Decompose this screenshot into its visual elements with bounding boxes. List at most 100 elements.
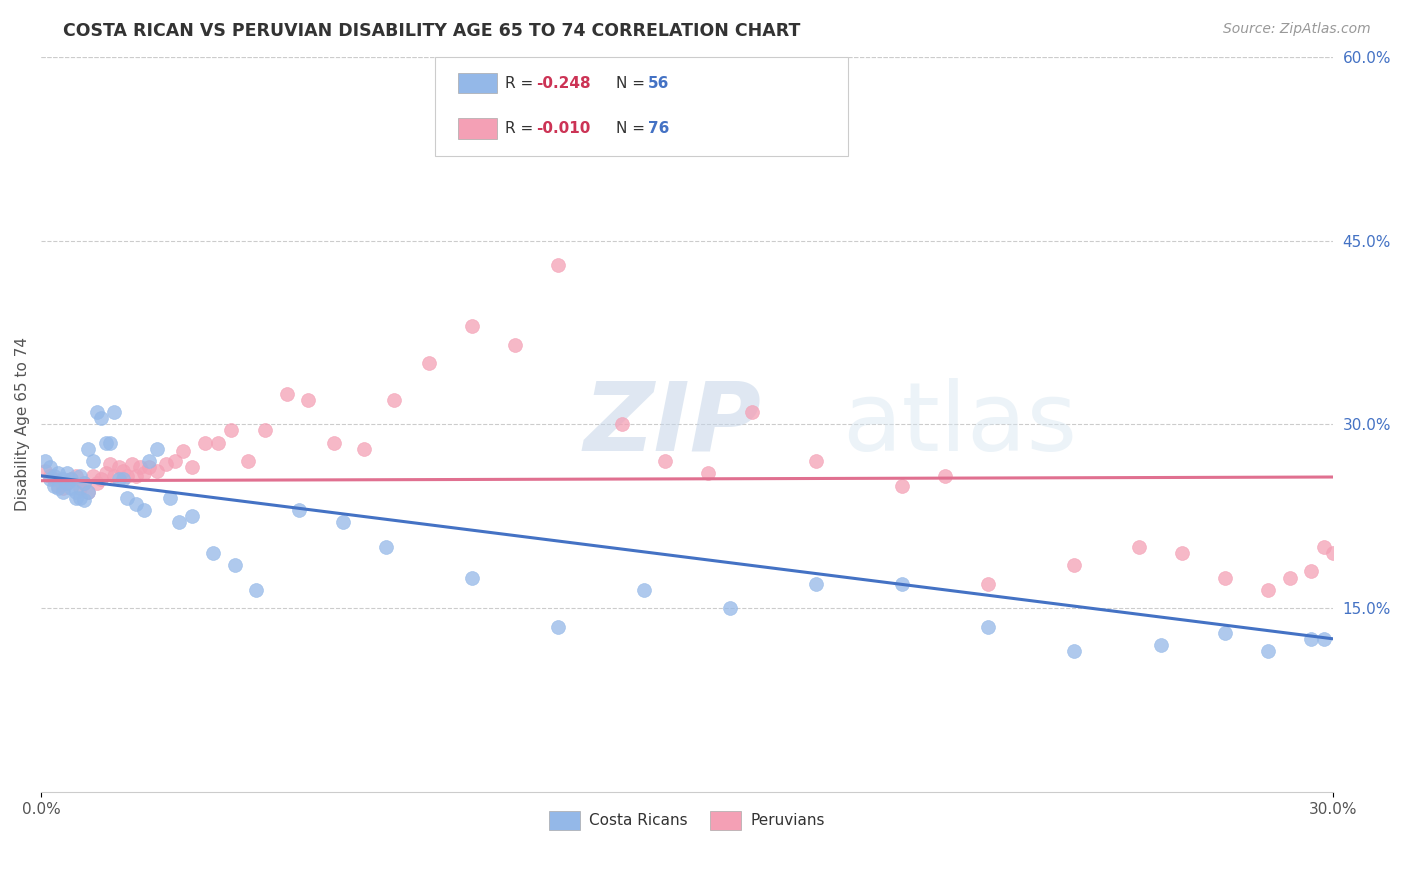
Point <box>977 619 1000 633</box>
Point <box>460 570 482 584</box>
Point <box>111 464 134 478</box>
Point <box>276 386 298 401</box>
Point <box>654 454 676 468</box>
Point <box>42 468 65 483</box>
Point <box>1313 632 1336 646</box>
Point <box>322 435 344 450</box>
Point <box>134 467 156 481</box>
Point <box>146 464 169 478</box>
Point <box>697 467 720 481</box>
Point <box>224 558 246 573</box>
Point <box>1278 570 1301 584</box>
Point <box>804 454 827 468</box>
Point <box>94 467 117 481</box>
Point <box>1386 552 1406 566</box>
Point <box>718 601 741 615</box>
Point <box>332 516 354 530</box>
Point <box>82 454 104 468</box>
Point <box>1257 644 1279 658</box>
Point <box>1301 632 1323 646</box>
Point <box>741 405 763 419</box>
Point <box>86 405 108 419</box>
Point <box>1149 638 1171 652</box>
Point <box>52 481 75 495</box>
Point <box>138 460 160 475</box>
Point <box>115 468 138 483</box>
Point <box>1374 558 1396 573</box>
Point <box>1063 644 1085 658</box>
Point <box>207 435 229 450</box>
Point <box>107 473 129 487</box>
Text: 76: 76 <box>648 121 669 136</box>
Point <box>42 478 65 492</box>
Text: R =: R = <box>505 76 538 91</box>
Point <box>73 493 96 508</box>
Point <box>253 424 276 438</box>
Point <box>382 392 405 407</box>
Point <box>1313 540 1336 554</box>
FancyBboxPatch shape <box>434 57 848 156</box>
Point <box>69 491 91 505</box>
Point <box>891 576 914 591</box>
Text: -0.010: -0.010 <box>536 121 591 136</box>
Point <box>418 356 440 370</box>
Point <box>38 473 60 487</box>
Point <box>167 516 190 530</box>
Point <box>194 435 217 450</box>
Point <box>52 484 75 499</box>
Point <box>134 503 156 517</box>
Point <box>163 454 186 468</box>
Point <box>1355 558 1378 573</box>
Y-axis label: Disability Age 65 to 74: Disability Age 65 to 74 <box>15 337 30 511</box>
Point <box>138 454 160 468</box>
Point <box>612 417 634 432</box>
Text: COSTA RICAN VS PERUVIAN DISABILITY AGE 65 TO 74 CORRELATION CHART: COSTA RICAN VS PERUVIAN DISABILITY AGE 6… <box>63 22 800 40</box>
Point <box>65 491 87 505</box>
Point <box>94 435 117 450</box>
Point <box>129 460 152 475</box>
Point <box>547 258 569 272</box>
Point <box>219 424 242 438</box>
Point <box>52 473 75 487</box>
Point <box>297 392 319 407</box>
Point <box>1213 625 1236 640</box>
Point <box>103 468 125 483</box>
Point <box>73 476 96 491</box>
Point <box>56 467 79 481</box>
Text: ZIP: ZIP <box>583 378 762 471</box>
Text: Source: ZipAtlas.com: Source: ZipAtlas.com <box>1223 22 1371 37</box>
Point <box>503 337 526 351</box>
Point <box>77 442 100 456</box>
Point <box>891 478 914 492</box>
Text: N =: N = <box>616 76 650 91</box>
Point <box>121 457 143 471</box>
Point <box>1171 546 1194 560</box>
Point <box>56 476 79 491</box>
Point <box>633 582 655 597</box>
Point <box>46 481 69 495</box>
Point <box>1301 565 1323 579</box>
Point <box>353 442 375 456</box>
Point <box>65 484 87 499</box>
Point <box>98 435 121 450</box>
Text: R =: R = <box>505 121 538 136</box>
Text: -0.248: -0.248 <box>536 76 591 91</box>
Point <box>46 478 69 492</box>
Point <box>73 476 96 491</box>
Point <box>460 319 482 334</box>
Point <box>180 509 202 524</box>
Text: 56: 56 <box>648 76 669 91</box>
Point <box>82 468 104 483</box>
Point <box>288 503 311 517</box>
Point <box>34 464 56 478</box>
Point <box>1343 552 1365 566</box>
Point <box>1399 558 1406 573</box>
Point <box>69 481 91 495</box>
Point <box>146 442 169 456</box>
Point <box>155 457 177 471</box>
Point <box>77 484 100 499</box>
Point <box>56 476 79 491</box>
Point <box>804 576 827 591</box>
Point <box>374 540 396 554</box>
Point <box>236 454 259 468</box>
